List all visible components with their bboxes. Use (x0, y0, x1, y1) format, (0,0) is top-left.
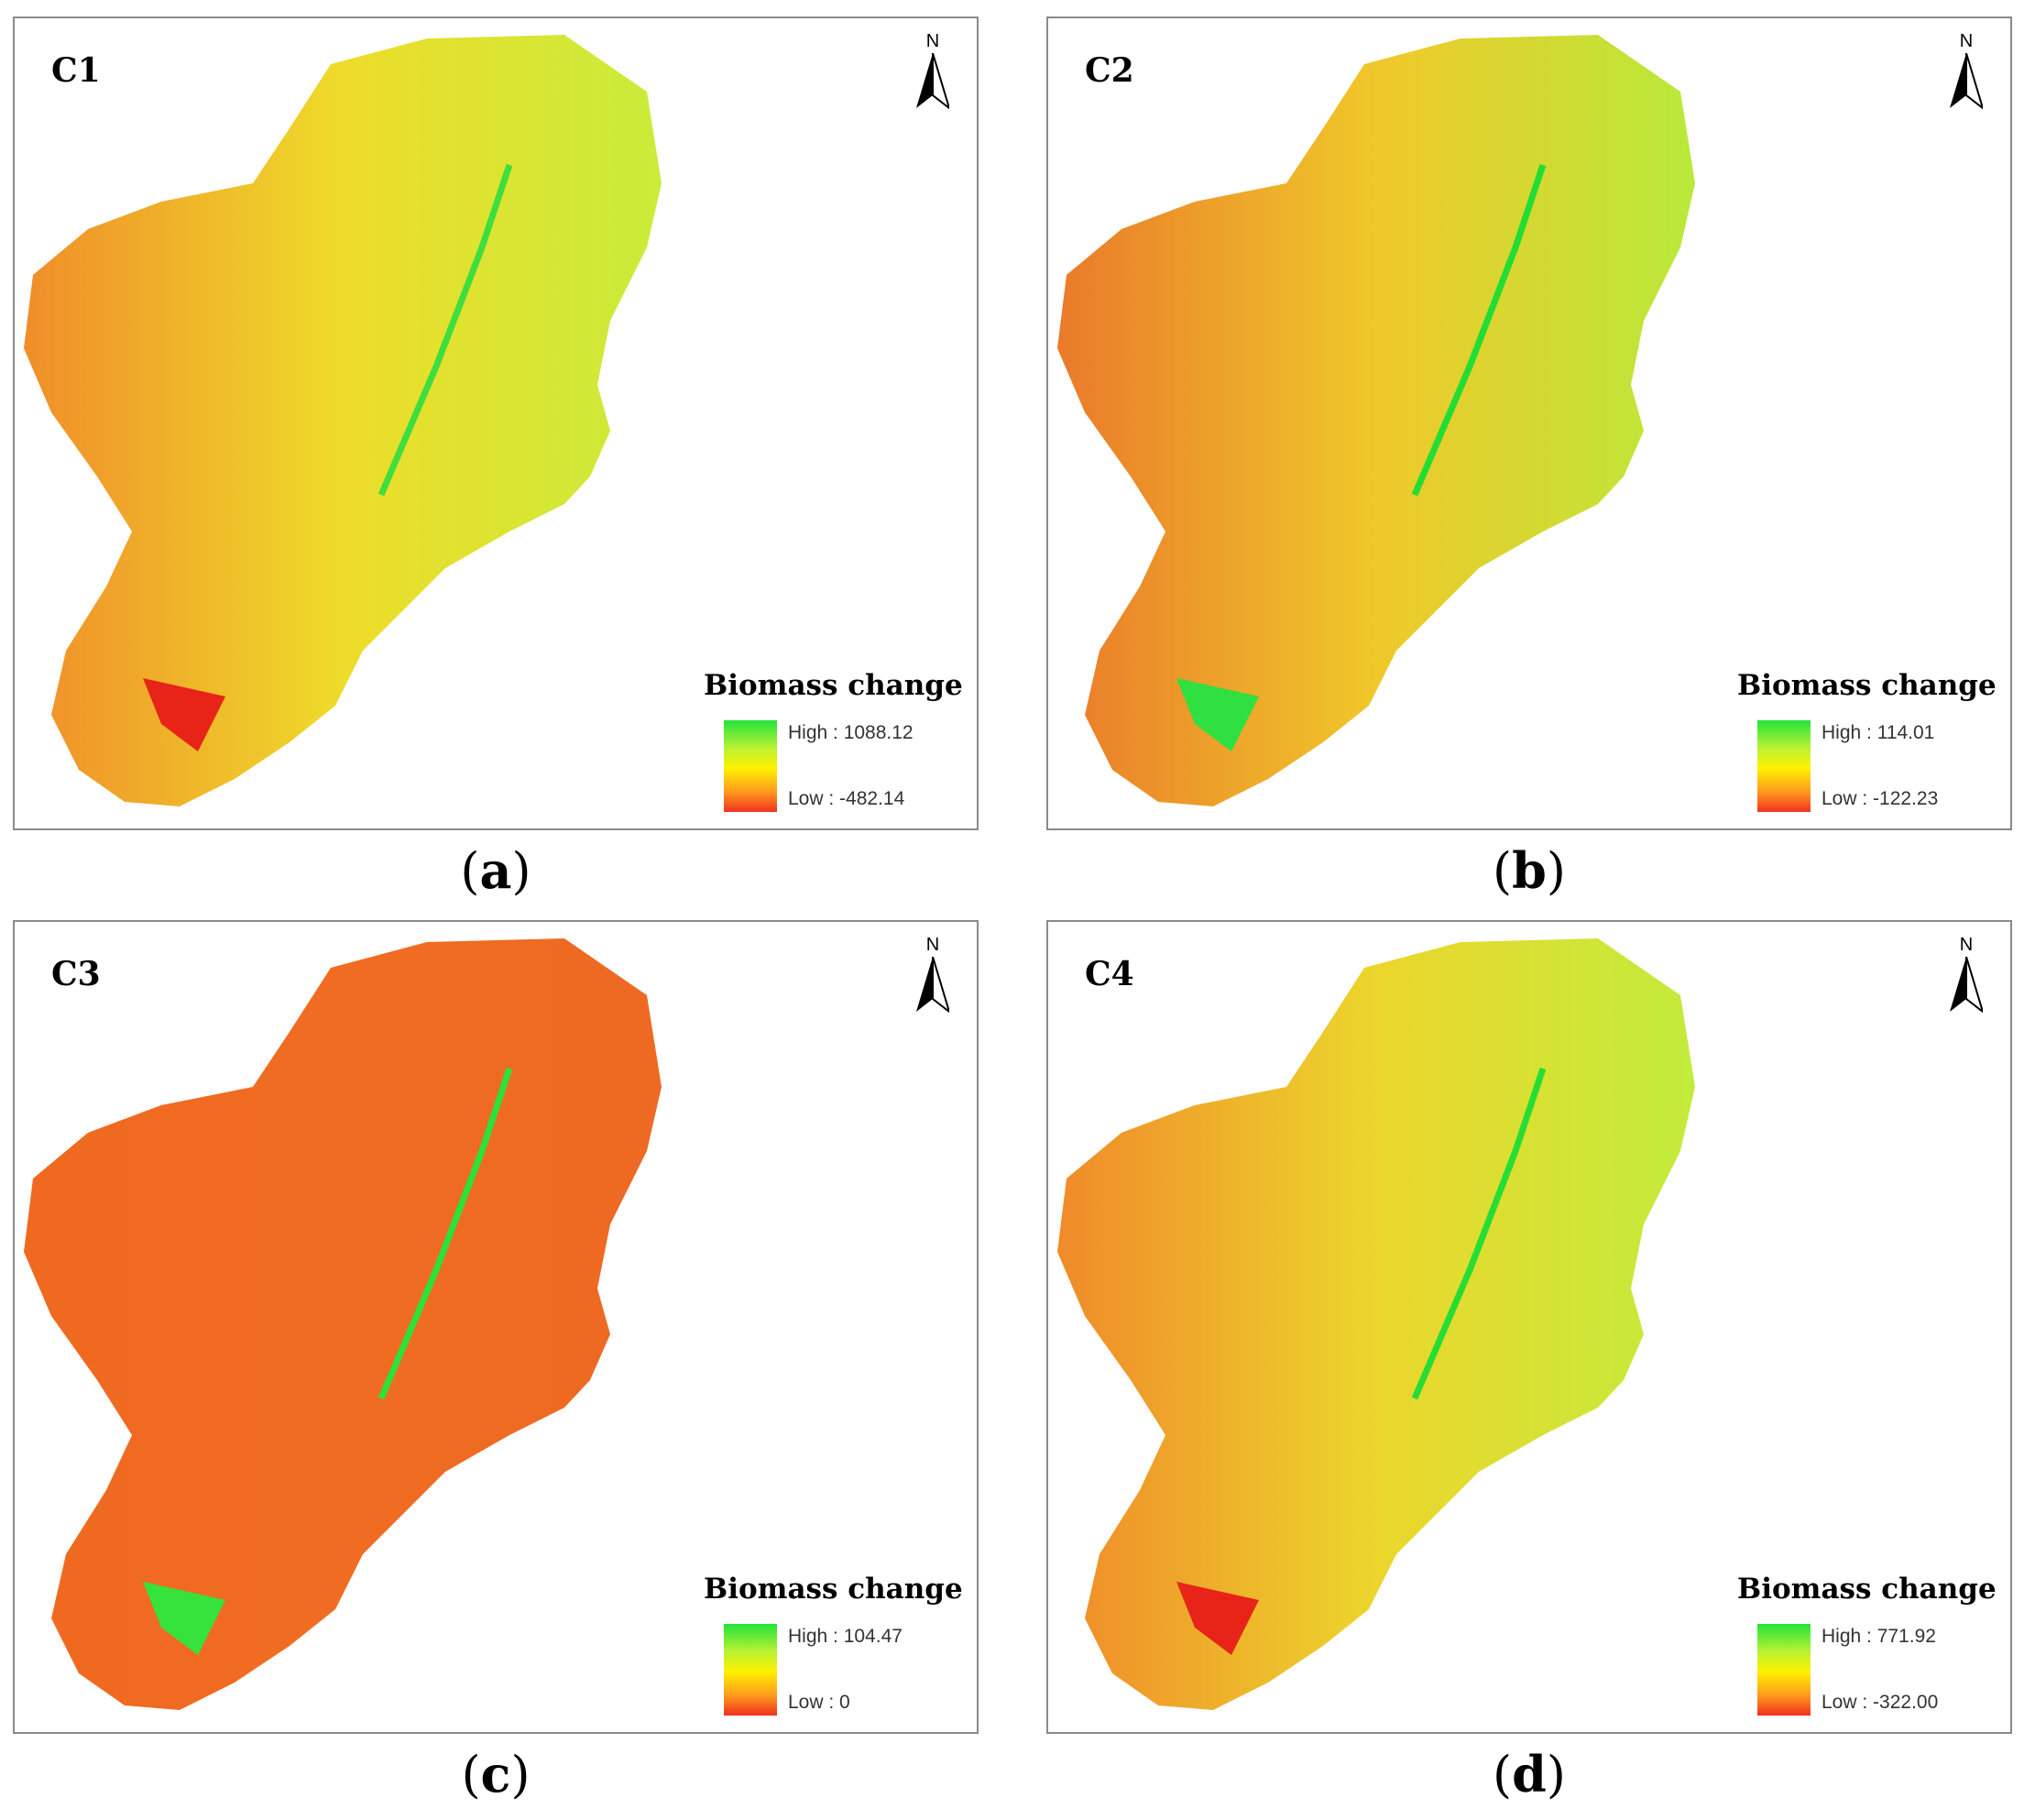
region-map (24, 35, 662, 806)
north-arrow-icon (916, 53, 949, 110)
legend-high-value: High : 104.47 (788, 1626, 903, 1647)
river-channel (377, 1067, 513, 1400)
legend-title: Biomass change (1737, 669, 1997, 702)
panel-title: C4 (1085, 955, 1134, 993)
legend-high-value: High : 1088.12 (788, 722, 914, 743)
sw-patch (1176, 678, 1259, 751)
north-arrow-icon (1950, 957, 1983, 1014)
legend-low-value: Low : -122.23 (1822, 788, 1939, 809)
legend: Biomass change High : 114.01 Low : -122.… (1737, 669, 2003, 816)
north-label: N (1959, 31, 1974, 51)
sw-patch (143, 678, 225, 751)
caption-letter: a (479, 841, 512, 900)
caption-letter: c (480, 1745, 511, 1804)
north-arrow: N (913, 935, 953, 1017)
north-arrow-icon (1950, 53, 1983, 110)
north-arrow: N (913, 31, 953, 114)
region-shape (1057, 35, 1695, 806)
panel-title: C3 (51, 955, 101, 993)
map-panel-c4: C4 N Biomass change High : 771.92 Low : … (1046, 920, 2012, 1734)
north-arrow: N (1946, 935, 1986, 1017)
region-shape (1057, 938, 1695, 1710)
legend: Biomass change High : 1088.12 Low : -482… (704, 669, 969, 816)
north-arrow: N (1946, 31, 1986, 114)
legend-color-ramp (724, 720, 777, 812)
map-panel-c3: C3 N Biomass change High : 104.47 Low : … (13, 920, 979, 1734)
river-channel (1411, 163, 1547, 497)
legend: Biomass change High : 771.92 Low : -322.… (1737, 1573, 2003, 1719)
caption-letter: d (1512, 1745, 1547, 1804)
legend-title: Biomass change (704, 669, 963, 702)
legend-color-ramp (724, 1624, 777, 1716)
legend-color-ramp (1757, 720, 1811, 812)
panel-title: C1 (51, 51, 101, 90)
sw-patch (143, 1582, 225, 1655)
legend-title: Biomass change (1737, 1573, 1997, 1606)
legend-high-value: High : 114.01 (1822, 722, 1935, 743)
legend-low-value: Low : -482.14 (788, 788, 905, 809)
map-panel-c2: C2 N Biomass change High : 114.01 Low : … (1046, 16, 2012, 830)
region-map (24, 938, 662, 1710)
region-map (1057, 35, 1695, 806)
caption-a: (a) (460, 841, 531, 900)
legend-title: Biomass change (704, 1573, 963, 1606)
region-shape (24, 35, 662, 806)
region-map (1057, 938, 1695, 1710)
north-label: N (1959, 935, 1974, 955)
caption-b: (b) (1493, 841, 1566, 900)
legend: Biomass change High : 104.47 Low : 0 (704, 1573, 969, 1719)
north-label: N (925, 31, 940, 51)
map-panel-c1: C1 N Biomass change High : 1088.12 Low :… (13, 16, 979, 830)
river-channel (377, 163, 513, 497)
sw-patch (1176, 1582, 1259, 1655)
river-channel (1411, 1067, 1547, 1400)
legend-color-ramp (1757, 1624, 1811, 1716)
north-arrow-icon (916, 957, 949, 1014)
caption-letter: b (1512, 841, 1547, 900)
region-shape (24, 938, 662, 1710)
legend-low-value: Low : 0 (788, 1692, 850, 1713)
caption-d: (d) (1493, 1745, 1566, 1804)
legend-high-value: High : 771.92 (1822, 1626, 1936, 1647)
panel-title: C2 (1085, 51, 1134, 90)
legend-low-value: Low : -322.00 (1822, 1692, 1939, 1713)
caption-c: (c) (461, 1745, 531, 1804)
north-label: N (925, 935, 940, 955)
